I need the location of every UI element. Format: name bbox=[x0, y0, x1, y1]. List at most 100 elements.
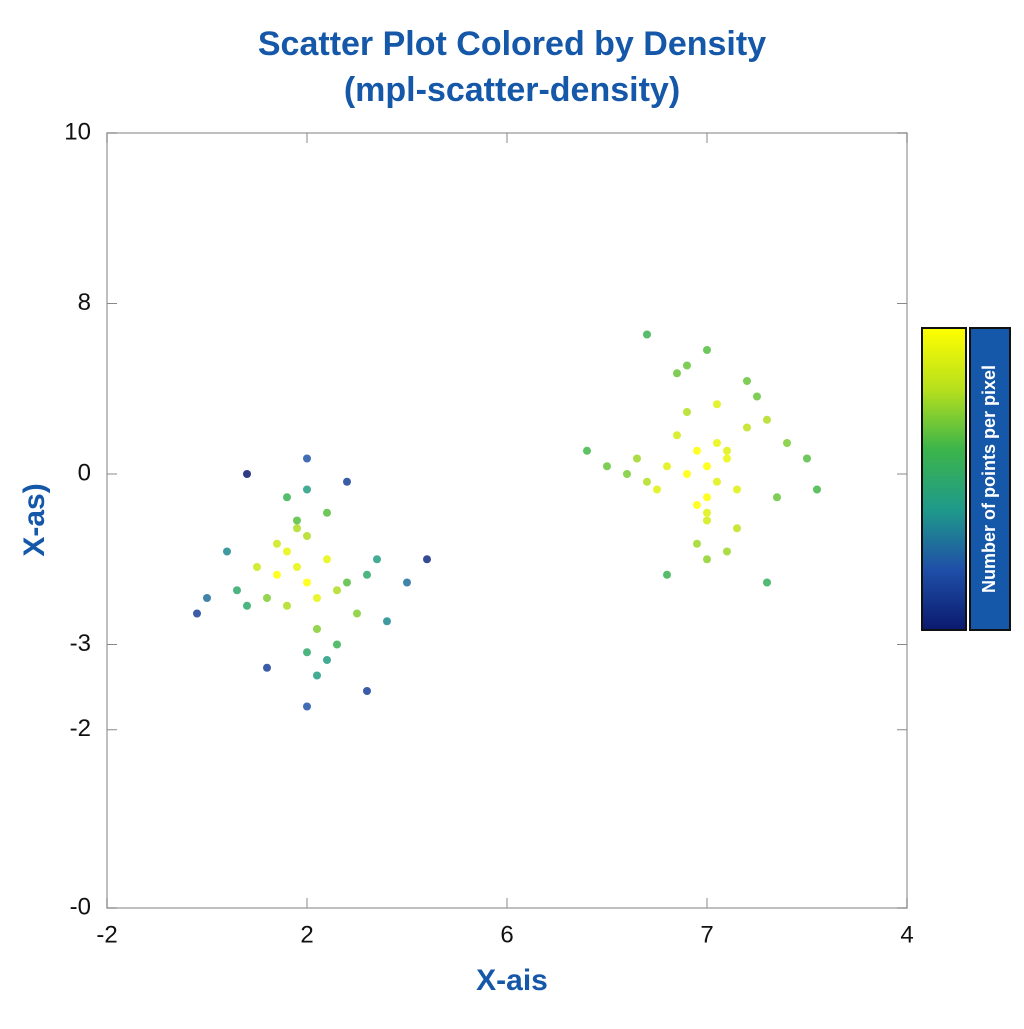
point bbox=[693, 446, 701, 455]
point bbox=[773, 493, 781, 502]
point bbox=[333, 586, 341, 595]
x-axis-label: X-ais bbox=[476, 964, 548, 997]
x-tick-label: 2 bbox=[300, 921, 313, 948]
point bbox=[273, 539, 281, 548]
point bbox=[313, 594, 321, 602]
colorbar-label-box bbox=[969, 327, 1011, 631]
point bbox=[353, 609, 361, 618]
point bbox=[623, 470, 631, 478]
point bbox=[743, 423, 751, 432]
y-tick-label: -0 bbox=[70, 893, 91, 920]
point bbox=[673, 369, 681, 378]
x-tick-label: -2 bbox=[96, 921, 117, 948]
point bbox=[693, 501, 701, 509]
y-tick-label: -2 bbox=[70, 715, 91, 742]
point bbox=[293, 516, 301, 525]
y-tick-label: 8 bbox=[78, 289, 91, 316]
point bbox=[363, 687, 371, 695]
point bbox=[333, 640, 341, 649]
point bbox=[583, 446, 591, 455]
colorbar bbox=[921, 327, 967, 631]
point bbox=[323, 508, 331, 517]
point bbox=[283, 601, 291, 610]
point bbox=[303, 454, 311, 463]
point bbox=[373, 555, 381, 564]
point bbox=[243, 601, 251, 610]
chart-title: Scatter Plot Colored by Density bbox=[258, 25, 766, 63]
plot-frame bbox=[106, 132, 908, 909]
point-cloud bbox=[583, 330, 821, 587]
point bbox=[683, 408, 691, 416]
point bbox=[223, 547, 231, 556]
point bbox=[733, 524, 741, 533]
point bbox=[683, 361, 691, 370]
point bbox=[713, 477, 721, 486]
point bbox=[663, 462, 671, 471]
point bbox=[343, 477, 351, 486]
point bbox=[713, 400, 721, 409]
point bbox=[293, 524, 301, 533]
point bbox=[743, 377, 751, 385]
point bbox=[323, 555, 331, 564]
point bbox=[733, 485, 741, 494]
point bbox=[233, 586, 241, 595]
y-tick-label: -3 bbox=[70, 630, 91, 657]
y-axis-label: X-as) bbox=[18, 483, 51, 556]
point bbox=[263, 663, 271, 672]
y-tick-label: 10 bbox=[64, 118, 91, 145]
point bbox=[633, 454, 641, 463]
x-tick-label: 7 bbox=[700, 921, 713, 948]
point bbox=[303, 578, 311, 587]
point bbox=[673, 431, 681, 440]
point bbox=[603, 462, 611, 471]
point bbox=[683, 470, 691, 478]
point bbox=[283, 493, 291, 502]
point bbox=[273, 570, 281, 579]
point bbox=[313, 671, 321, 680]
point bbox=[703, 493, 711, 502]
point bbox=[303, 702, 311, 711]
point bbox=[363, 570, 371, 579]
point bbox=[693, 539, 701, 548]
chart-subtitle: (mpl-scatter-density) bbox=[344, 71, 680, 109]
point bbox=[783, 439, 791, 447]
point bbox=[723, 446, 731, 455]
point bbox=[253, 563, 261, 571]
point bbox=[813, 485, 821, 494]
point bbox=[723, 454, 731, 463]
point bbox=[193, 609, 201, 618]
point bbox=[303, 485, 311, 494]
point bbox=[383, 617, 391, 626]
point bbox=[703, 462, 711, 471]
point bbox=[323, 656, 331, 664]
point bbox=[703, 555, 711, 564]
point bbox=[313, 625, 321, 633]
point bbox=[283, 547, 291, 556]
point bbox=[423, 555, 431, 564]
point bbox=[663, 570, 671, 579]
point bbox=[763, 578, 771, 587]
point bbox=[723, 547, 731, 556]
point bbox=[753, 392, 761, 401]
y-tick-label: 0 bbox=[78, 459, 91, 486]
point bbox=[263, 594, 271, 602]
point bbox=[643, 330, 651, 339]
x-tick-label: 4 bbox=[900, 921, 913, 948]
point bbox=[403, 578, 411, 587]
colorbar-label: Number of points per pixel bbox=[979, 365, 999, 593]
point bbox=[203, 594, 211, 602]
point-cloud bbox=[193, 454, 431, 711]
point bbox=[303, 532, 311, 540]
point bbox=[803, 454, 811, 463]
point bbox=[703, 516, 711, 525]
point bbox=[343, 578, 351, 587]
point bbox=[303, 648, 311, 657]
point bbox=[763, 415, 771, 424]
point bbox=[643, 477, 651, 486]
point bbox=[653, 485, 661, 494]
point bbox=[713, 439, 721, 447]
point bbox=[243, 470, 251, 478]
point bbox=[703, 346, 711, 354]
point bbox=[293, 563, 301, 571]
